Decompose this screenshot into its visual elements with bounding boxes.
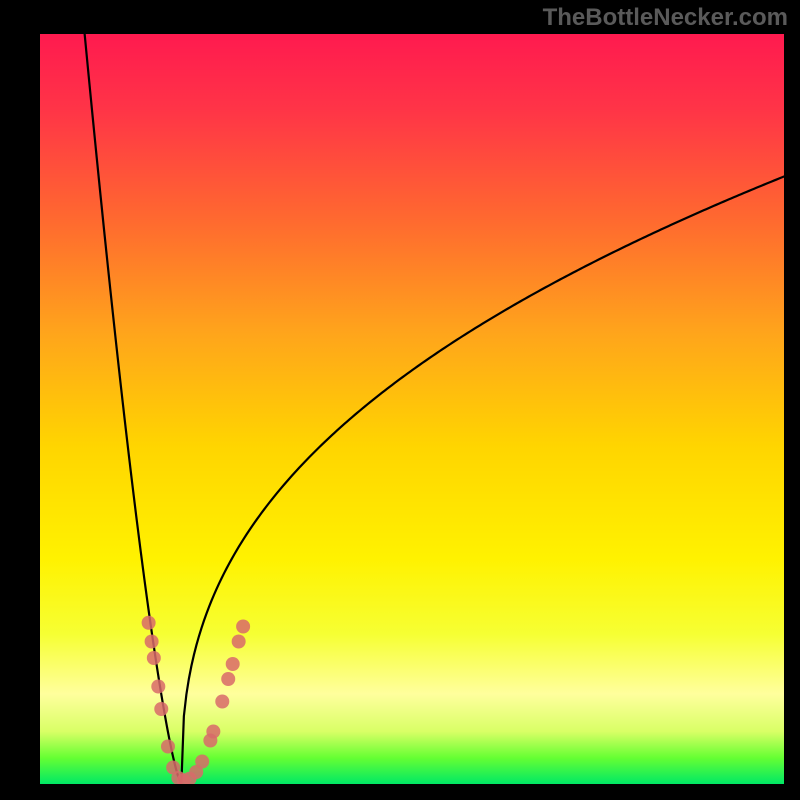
data-point-marker	[151, 680, 165, 694]
watermark-text: TheBottleNecker.com	[543, 4, 788, 32]
data-point-marker	[161, 740, 175, 754]
chart-container: TheBottleNecker.com	[0, 0, 800, 800]
bottleneck-curve	[85, 34, 784, 784]
data-point-marker	[236, 620, 250, 634]
data-point-marker	[147, 651, 161, 665]
data-point-marker	[154, 702, 168, 716]
data-point-marker	[232, 635, 246, 649]
chart-svg	[40, 34, 784, 784]
data-point-marker	[221, 672, 235, 686]
data-point-marker	[145, 635, 159, 649]
data-point-marker	[142, 616, 156, 630]
data-point-marker	[206, 725, 220, 739]
data-point-marker	[226, 657, 240, 671]
plot-area	[40, 34, 784, 784]
data-point-marker	[215, 695, 229, 709]
data-point-marker	[195, 755, 209, 769]
